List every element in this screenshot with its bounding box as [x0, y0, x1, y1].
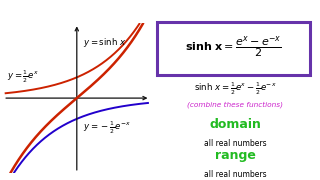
- Text: $\mathbf{sinh\;x} = \dfrac{e^x - e^{-x}}{2}$: $\mathbf{sinh\;x} = \dfrac{e^x - e^{-x}}…: [185, 35, 282, 60]
- Text: all real numbers: all real numbers: [204, 170, 267, 179]
- Text: domain: domain: [209, 118, 261, 131]
- FancyBboxPatch shape: [157, 22, 310, 75]
- Text: $y = \frac{1}{2}e^x$: $y = \frac{1}{2}e^x$: [7, 68, 39, 85]
- Text: all real numbers: all real numbers: [204, 139, 267, 148]
- Text: range: range: [215, 149, 256, 162]
- Text: Understanding Hyperbolic Functions: Understanding Hyperbolic Functions: [52, 6, 268, 16]
- Text: $y = -\frac{1}{2}e^{-x}$: $y = -\frac{1}{2}e^{-x}$: [83, 120, 131, 136]
- Text: $y = \sinh\,x$: $y = \sinh\,x$: [83, 36, 126, 49]
- Text: $\sinh\,x = \frac{1}{2}e^x - \frac{1}{2}e^{-x}$: $\sinh\,x = \frac{1}{2}e^x - \frac{1}{2}…: [194, 80, 276, 97]
- Text: (combine these functions): (combine these functions): [187, 101, 283, 108]
